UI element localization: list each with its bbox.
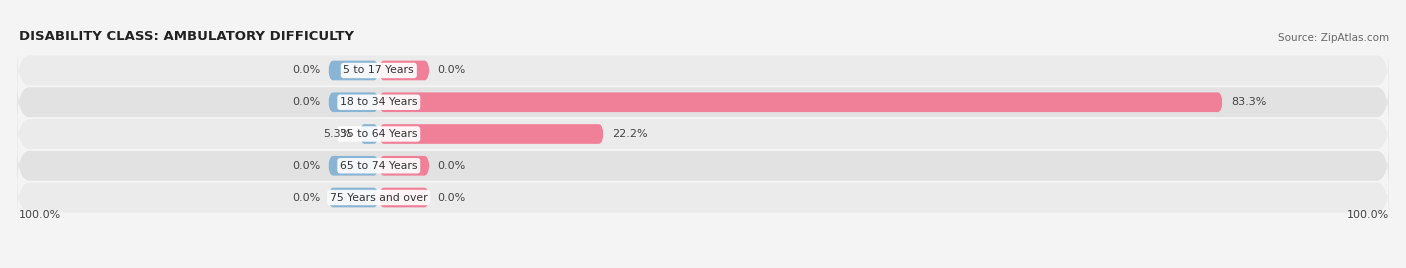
FancyBboxPatch shape: [378, 124, 603, 144]
Text: 0.0%: 0.0%: [437, 161, 465, 171]
Text: 35 to 64 Years: 35 to 64 Years: [340, 129, 418, 139]
Text: 0.0%: 0.0%: [292, 192, 321, 203]
FancyBboxPatch shape: [17, 111, 1389, 157]
Text: 0.0%: 0.0%: [437, 192, 465, 203]
Text: 100.0%: 100.0%: [1347, 210, 1389, 220]
Text: 0.0%: 0.0%: [292, 65, 321, 76]
Text: 65 to 74 Years: 65 to 74 Years: [340, 161, 418, 171]
Text: 18 to 34 Years: 18 to 34 Years: [340, 97, 418, 107]
FancyBboxPatch shape: [378, 92, 1223, 112]
FancyBboxPatch shape: [17, 79, 1389, 125]
Text: 0.0%: 0.0%: [437, 65, 465, 76]
Text: Source: ZipAtlas.com: Source: ZipAtlas.com: [1278, 34, 1389, 43]
FancyBboxPatch shape: [17, 47, 1389, 94]
Text: 100.0%: 100.0%: [20, 210, 62, 220]
Text: 75 Years and over: 75 Years and over: [330, 192, 427, 203]
FancyBboxPatch shape: [378, 61, 429, 80]
FancyBboxPatch shape: [378, 156, 429, 176]
FancyBboxPatch shape: [328, 156, 378, 176]
Text: 22.2%: 22.2%: [612, 129, 647, 139]
FancyBboxPatch shape: [328, 61, 378, 80]
FancyBboxPatch shape: [17, 143, 1389, 189]
FancyBboxPatch shape: [17, 174, 1389, 221]
FancyBboxPatch shape: [360, 124, 378, 144]
Text: 5.3%: 5.3%: [323, 129, 352, 139]
Text: 83.3%: 83.3%: [1230, 97, 1267, 107]
FancyBboxPatch shape: [378, 188, 429, 207]
FancyBboxPatch shape: [328, 92, 378, 112]
Text: DISABILITY CLASS: AMBULATORY DIFFICULTY: DISABILITY CLASS: AMBULATORY DIFFICULTY: [20, 31, 354, 43]
Text: 5 to 17 Years: 5 to 17 Years: [343, 65, 415, 76]
FancyBboxPatch shape: [328, 188, 378, 207]
Text: 0.0%: 0.0%: [292, 161, 321, 171]
Text: 0.0%: 0.0%: [292, 97, 321, 107]
